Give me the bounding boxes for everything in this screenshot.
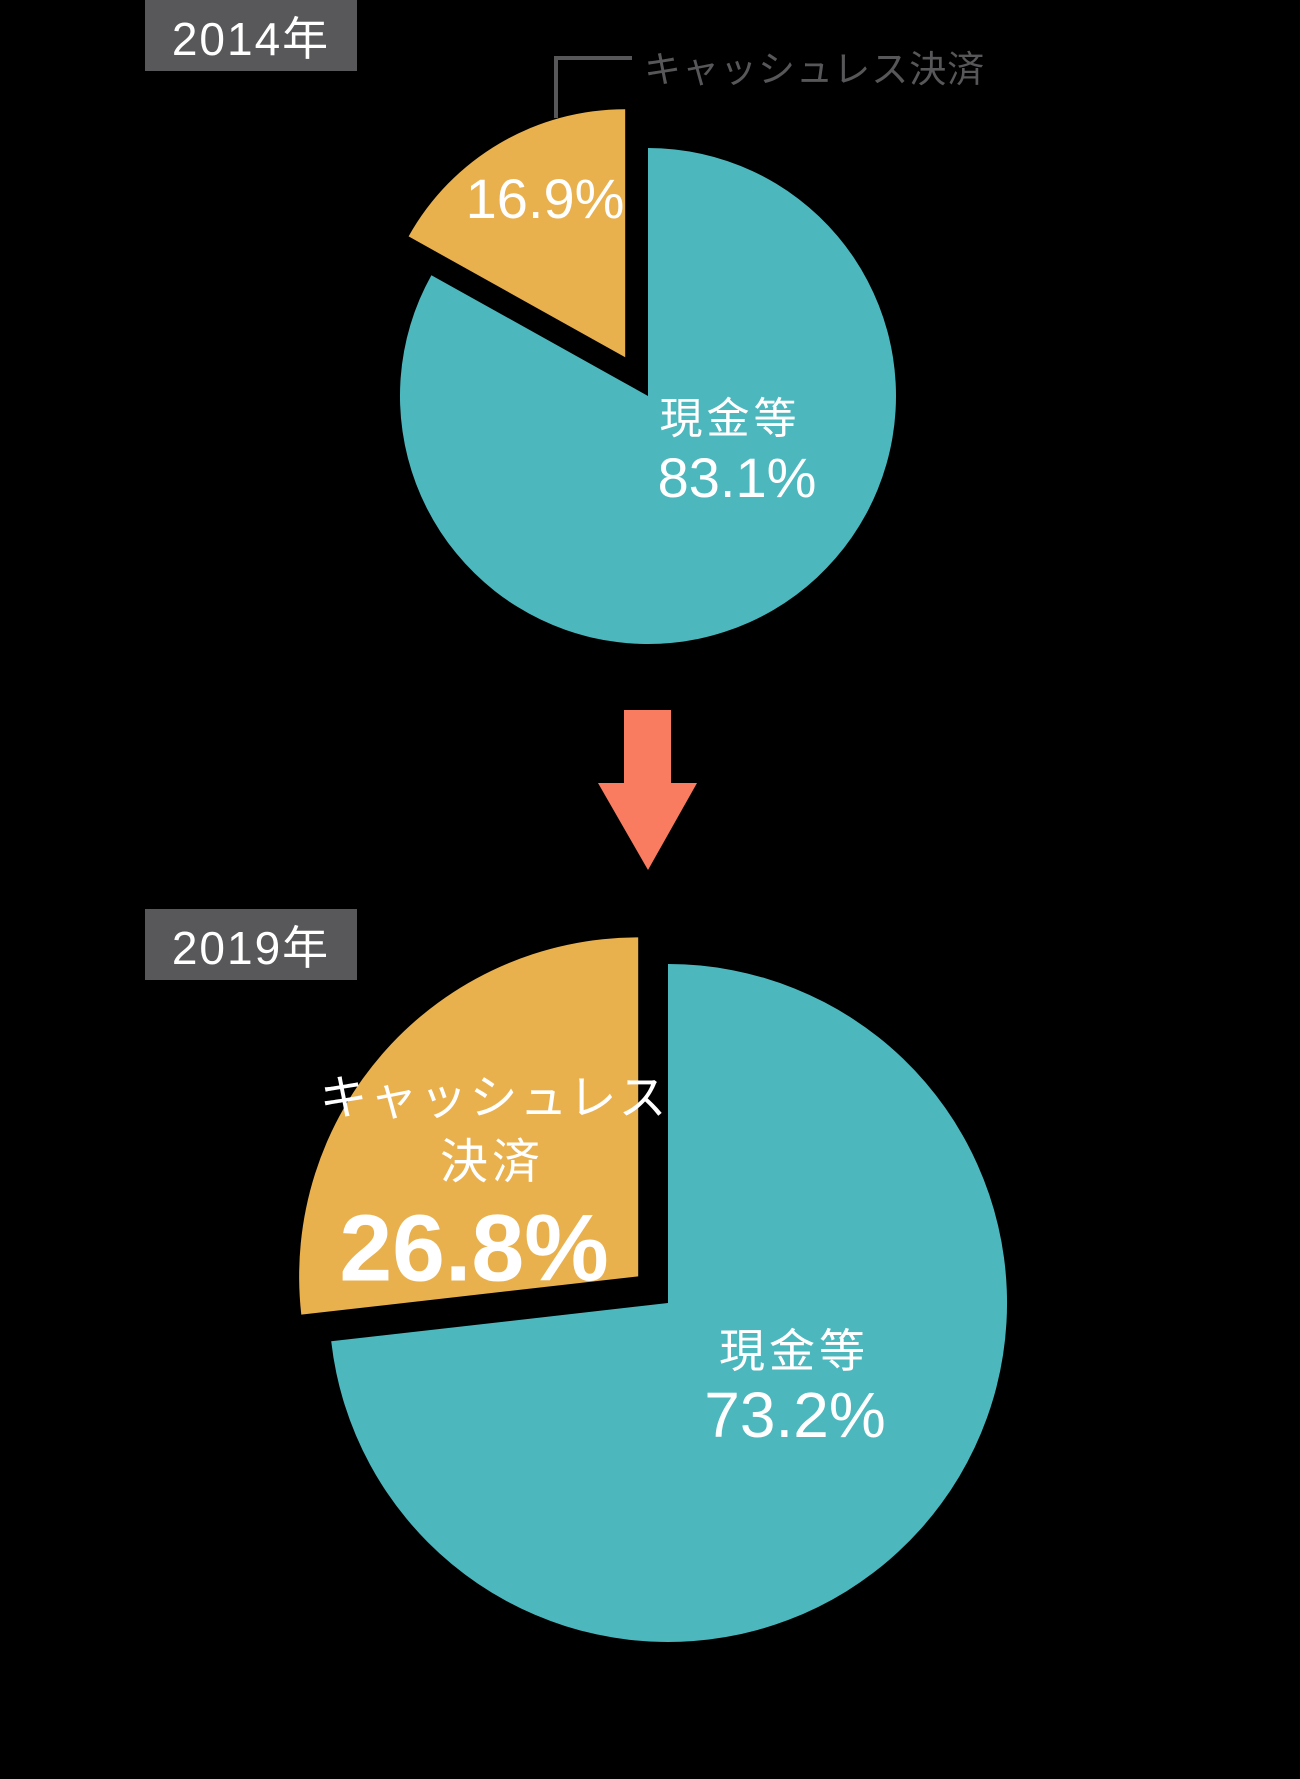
year-label-2014: 2014年 (145, 0, 357, 71)
callout-line-vertical (554, 56, 558, 118)
pie-2019-cashless-name-line2: 決済 (439, 1136, 545, 1189)
pie-2019-cash-name: 現金等 (719, 1325, 869, 1377)
pie-2014-slice-cashless (408, 109, 626, 358)
pie-2019-slice-cash (331, 964, 1008, 1642)
year-label-2019: 2019年 (145, 909, 357, 980)
pie-2014-cash-name: 現金等 (659, 395, 801, 444)
pie-2014-cashless-pct: 16.9% (465, 167, 625, 230)
callout-line-horizontal (554, 56, 632, 60)
pie-2019-slice-cashless (299, 937, 639, 1315)
down-arrow-icon (598, 710, 697, 870)
down-arrow-shaft (624, 710, 671, 784)
pie-2019-cashless-name-line1: キャッシュレス (319, 1072, 669, 1125)
down-arrow-head (598, 783, 697, 870)
pie-2019-cash-pct: 73.2% (704, 1379, 886, 1451)
callout-label-cashless: キャッシュレス決済 (644, 49, 986, 90)
pie-2014-slice-cash (399, 148, 896, 644)
pie-2014-cash-pct: 83.1% (657, 446, 817, 509)
pie-2019-cashless-pct: 26.8% (339, 1195, 609, 1302)
